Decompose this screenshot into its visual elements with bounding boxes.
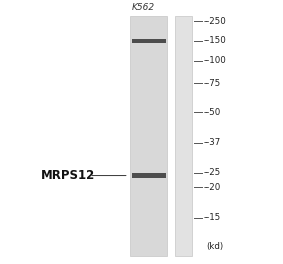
Text: K562: K562 — [131, 3, 155, 12]
Text: --37: --37 — [204, 138, 221, 147]
Text: MRPS12: MRPS12 — [41, 169, 95, 182]
Text: --15: --15 — [204, 213, 221, 222]
Text: --20: --20 — [204, 183, 221, 192]
Text: --250: --250 — [204, 17, 226, 26]
Bar — [175, 16, 192, 256]
Text: --25: --25 — [204, 168, 221, 177]
Bar — [132, 39, 166, 43]
Bar — [132, 173, 166, 178]
Text: --50: --50 — [204, 108, 221, 117]
Text: (kd): (kd) — [207, 242, 224, 251]
Bar — [130, 16, 167, 256]
Text: --150: --150 — [204, 36, 226, 45]
Text: --100: --100 — [204, 56, 226, 65]
Text: --75: --75 — [204, 79, 221, 88]
